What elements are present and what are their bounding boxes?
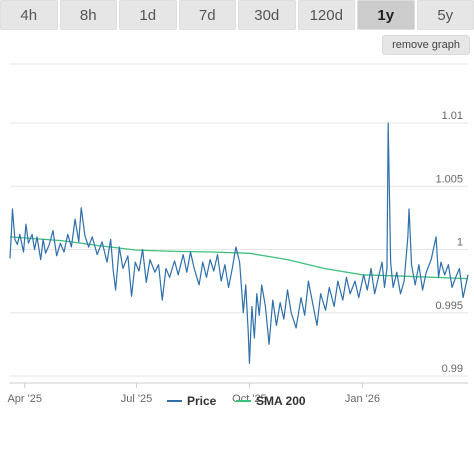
tab-8h[interactable]: 8h xyxy=(59,0,117,30)
x-tick-label: Jul '25 xyxy=(121,393,152,405)
chart-grid xyxy=(10,63,468,377)
tab-4h[interactable]: 4h xyxy=(0,0,58,30)
tab-30d[interactable]: 30d xyxy=(238,0,296,30)
x-tick-label: Apr '25 xyxy=(7,393,42,405)
legend-price[interactable]: Price xyxy=(167,394,217,408)
tab-1d[interactable]: 1d xyxy=(119,0,177,30)
legend-sma-200[interactable]: SMA 200 xyxy=(236,394,306,408)
x-tick-label: Jan '26 xyxy=(345,393,380,405)
timeframe-tabs: 4h 8h 1d 7d 30d 120d 1y 5y xyxy=(0,0,474,30)
legend-label: Price xyxy=(187,394,217,408)
tab-120d[interactable]: 120d xyxy=(297,0,355,30)
series-line-price xyxy=(9,122,469,364)
remove-graph-button[interactable]: remove graph xyxy=(382,35,470,55)
legend-label: SMA 200 xyxy=(256,394,306,408)
chart-legend: Price SMA 200 xyxy=(167,394,306,408)
y-tick-label: 1 xyxy=(457,237,463,249)
y-axis-ticks: 0.99 0.995 1 1.005 1.01 xyxy=(435,110,463,375)
y-tick-label: 0.99 xyxy=(442,363,463,375)
x-axis: Apr '25 Jul '25 Oct '25 Jan '26 xyxy=(7,382,468,405)
tab-7d[interactable]: 7d xyxy=(178,0,236,30)
chart-series xyxy=(9,122,469,364)
tab-1y[interactable]: 1y xyxy=(357,0,415,30)
series-line-sma-200 xyxy=(9,236,469,280)
tab-5y[interactable]: 5y xyxy=(416,0,474,30)
y-tick-label: 1.005 xyxy=(435,173,463,185)
y-tick-label: 1.01 xyxy=(442,110,463,122)
y-tick-label: 0.995 xyxy=(435,300,463,312)
